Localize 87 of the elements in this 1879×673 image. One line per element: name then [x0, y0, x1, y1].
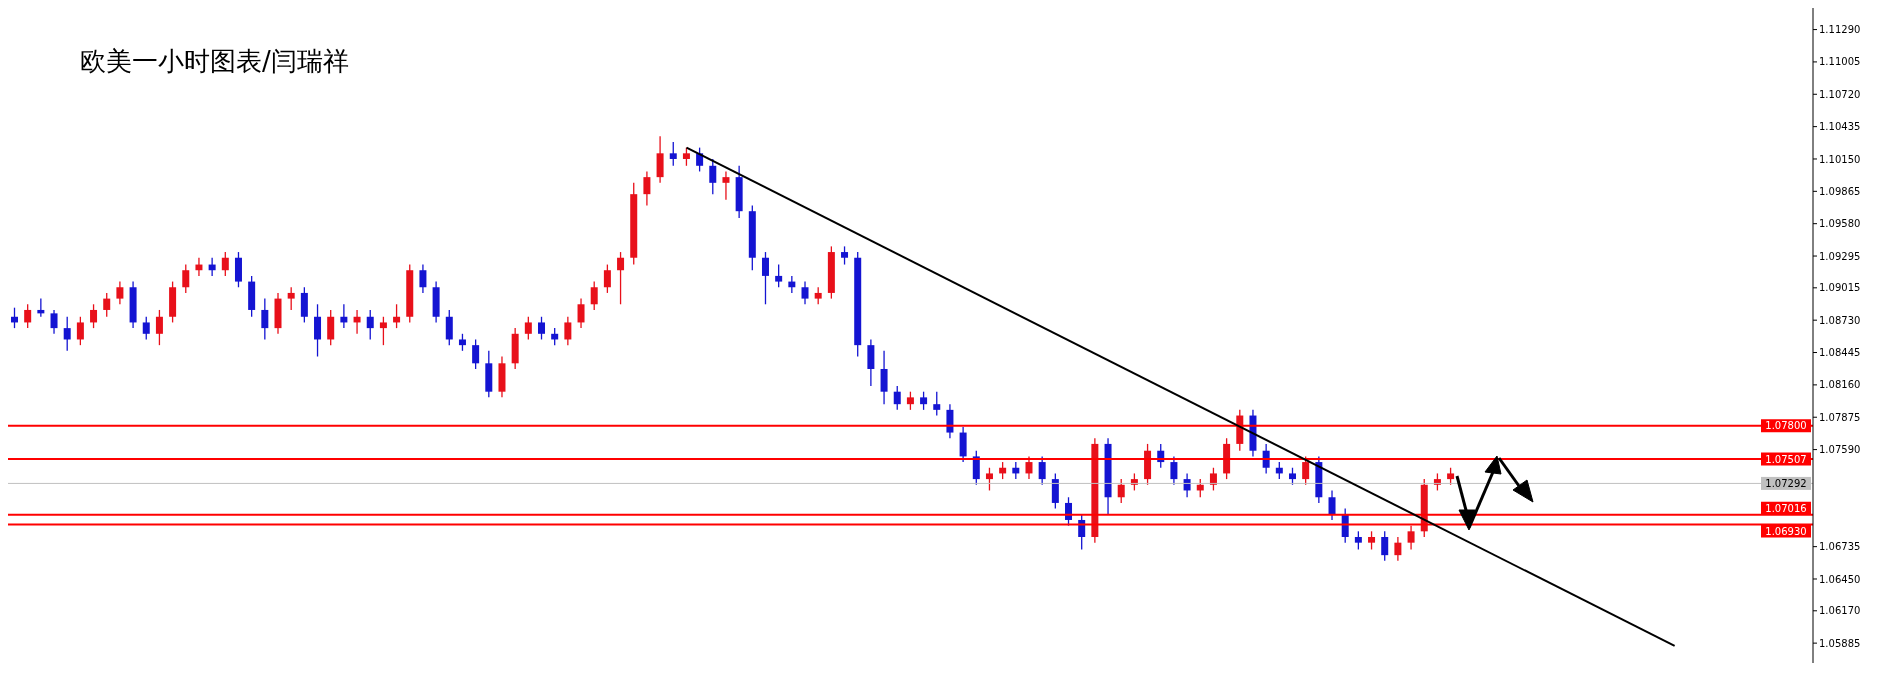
ref-line-label: 1.07292	[1765, 477, 1807, 489]
y-tick-label: 1.10435	[1819, 121, 1861, 133]
candlestick	[920, 391, 928, 411]
candlestick	[1051, 472, 1059, 510]
candlestick	[1328, 489, 1336, 521]
candlestick	[1394, 536, 1402, 562]
candlestick	[1302, 455, 1310, 486]
candlestick	[261, 297, 269, 341]
ref-line-label: 1.07800	[1765, 420, 1807, 432]
ref-line-label: 1.07507	[1765, 453, 1807, 465]
candlestick	[234, 251, 242, 288]
y-tick-label: 1.05885	[1819, 637, 1861, 649]
candlestick	[959, 426, 967, 463]
candlestick	[972, 450, 980, 486]
candlestick	[656, 135, 664, 184]
candlestick	[801, 280, 809, 305]
candlestick	[590, 280, 598, 311]
candlestick	[761, 251, 769, 305]
candlestick	[1170, 455, 1178, 486]
candlestick	[985, 467, 993, 492]
candlestick	[775, 263, 783, 288]
candlestick	[946, 403, 954, 439]
y-tick-label: 1.09295	[1819, 250, 1861, 262]
candlestick	[906, 391, 914, 411]
candlestick	[314, 303, 322, 358]
candlestick	[564, 316, 572, 346]
candlestick	[1117, 478, 1125, 504]
candlestick	[880, 350, 888, 405]
y-tick-label: 1.10150	[1819, 153, 1861, 165]
y-tick-label: 1.06735	[1819, 541, 1861, 553]
ref-line-label: 1.06930	[1765, 525, 1807, 537]
candlestick	[893, 385, 901, 411]
candlestick	[709, 158, 717, 195]
y-tick-label: 1.07875	[1819, 411, 1861, 423]
candlestick	[841, 245, 849, 266]
candlestick	[327, 309, 335, 346]
candlestick	[90, 303, 98, 329]
candlestick	[669, 141, 677, 167]
candlestick	[472, 338, 480, 370]
candlestick	[1407, 524, 1415, 551]
candlestick	[1381, 530, 1389, 562]
y-tick-label: 1.07590	[1819, 444, 1861, 456]
candlestick	[617, 251, 625, 305]
y-tick-label: 1.10720	[1819, 88, 1861, 100]
candlestick	[419, 263, 427, 294]
candlestick	[221, 251, 229, 277]
candlestick	[366, 309, 374, 341]
candlestick	[722, 170, 730, 201]
candlestick	[76, 316, 84, 346]
y-tick-label: 1.09015	[1819, 282, 1861, 294]
candlestick	[682, 146, 690, 167]
y-tick-label: 1.08160	[1819, 379, 1861, 391]
candlestick	[445, 309, 453, 346]
candlestick	[182, 263, 190, 294]
candlestick	[50, 309, 58, 335]
y-tick-label: 1.08445	[1819, 347, 1861, 359]
y-tick-label: 1.11005	[1819, 56, 1861, 68]
candlestick	[933, 391, 941, 417]
candlestick	[116, 280, 124, 305]
candlestick	[643, 170, 651, 207]
candlestick	[1038, 455, 1046, 486]
candlestick	[1368, 530, 1376, 551]
y-tick-label: 1.09580	[1819, 218, 1861, 230]
y-tick-label: 1.09865	[1819, 185, 1861, 197]
candlestick	[1209, 467, 1217, 492]
candlestick	[1354, 530, 1362, 551]
candlestick	[63, 316, 71, 352]
candlestick	[577, 297, 585, 329]
candlestick	[24, 303, 32, 329]
y-tick-label: 1.06450	[1819, 573, 1861, 585]
candlestick	[103, 292, 111, 318]
y-tick-label: 1.08730	[1819, 314, 1861, 326]
candlestick	[379, 316, 387, 346]
candlestick	[287, 286, 295, 311]
y-tick-label: 1.11290	[1819, 24, 1861, 36]
y-tick-label: 1.06170	[1819, 605, 1861, 617]
candlestick	[524, 316, 532, 341]
ref-line-label: 1.07016	[1765, 502, 1807, 514]
candlestick	[538, 316, 546, 341]
candlestick	[300, 286, 308, 324]
candlestick	[696, 146, 704, 173]
text: 欧美一小时图表/闫瑞祥	[80, 45, 349, 78]
candlestick	[142, 316, 150, 341]
candlestick	[867, 338, 875, 387]
candlestick	[1025, 455, 1033, 480]
candlestick	[155, 309, 163, 346]
candlestick	[603, 263, 611, 294]
